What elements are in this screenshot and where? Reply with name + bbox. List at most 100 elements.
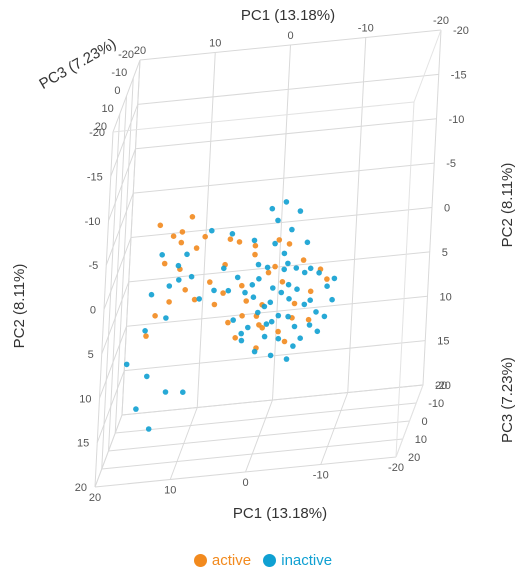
data-point-inactive [133, 406, 139, 412]
data-point-active [211, 301, 218, 308]
data-point-inactive [238, 330, 244, 337]
tick-label-pc3-top: -20 [118, 49, 134, 61]
data-point-inactive [270, 285, 276, 291]
data-point-active [324, 276, 330, 282]
data-point-inactive [175, 262, 182, 269]
axis-title-pc2-left: PC2 (8.11%) [11, 264, 28, 349]
data-point-inactive [159, 252, 165, 258]
data-point-inactive [267, 352, 274, 359]
grid-line [94, 456, 397, 488]
data-point-active [307, 288, 314, 295]
data-point-inactive [281, 250, 288, 257]
tick-label-pc1-bottom: 0 [242, 477, 248, 489]
data-point-inactive [316, 270, 322, 276]
data-point-inactive [275, 335, 282, 342]
data-point-inactive [297, 208, 304, 214]
data-point-inactive [264, 264, 271, 271]
data-point-inactive [306, 322, 313, 328]
tick-label-pc2-right: 10 [440, 291, 452, 303]
tick-label-pc1-bottom: -20 [388, 462, 404, 474]
data-point-inactive [294, 286, 300, 293]
data-point-inactive [278, 289, 285, 296]
grid-line [126, 295, 428, 327]
data-point-inactive [275, 312, 282, 319]
data-point-inactive [245, 324, 251, 331]
data-point-inactive [221, 265, 227, 272]
legend-marker-inactive [263, 554, 277, 567]
legend-item-active[interactable]: active [193, 552, 252, 569]
tick-label-pc2-right: 0 [444, 203, 450, 215]
data-point-active [193, 245, 200, 251]
tick-label-pc2-left: -20 [89, 127, 105, 139]
data-point-active [252, 251, 258, 258]
tick-label-pc3-top: 10 [102, 103, 114, 115]
data-point-active [286, 241, 293, 247]
data-point-inactive [286, 296, 292, 302]
data-point-inactive [123, 361, 130, 368]
tick-label-pc2-left: 20 [75, 482, 87, 494]
tick-label-pc2-right: -5 [446, 158, 456, 170]
data-point-active [276, 237, 283, 243]
tick-label-pc1-top: 0 [287, 30, 293, 42]
data-point-inactive [254, 309, 261, 316]
data-point-active [291, 300, 298, 307]
tick-label-pc1-top: 10 [209, 38, 221, 50]
data-point-active [275, 328, 281, 335]
data-point-active [225, 319, 231, 326]
data-point-inactive [180, 389, 186, 396]
data-point-inactive [301, 269, 308, 276]
grid-line [130, 207, 433, 238]
data-point-active [239, 282, 245, 289]
data-point-active [252, 242, 259, 249]
data-point-inactive [238, 337, 245, 344]
scatter-3d-plot: 2020101000-10-10-20-20-20-20-15-15-10-10… [11, 7, 516, 522]
data-point-active [152, 313, 158, 319]
data-point-inactive [145, 426, 152, 432]
grid-line [121, 384, 424, 416]
tick-label-pc2-right: -15 [451, 69, 467, 81]
data-point-inactive [162, 389, 169, 395]
data-point-inactive [184, 251, 190, 258]
tick-label-pc2-right: 5 [442, 247, 448, 259]
data-point-inactive [285, 313, 291, 320]
tick-label-pc3-right: 10 [415, 434, 427, 446]
data-point-inactive [261, 333, 268, 340]
data-point-inactive [321, 313, 328, 320]
data-point-active [161, 260, 168, 267]
grid-line [139, 29, 442, 61]
data-point-inactive [281, 266, 288, 273]
legend-label-inactive: inactive [281, 552, 333, 569]
tick-label-pc3-right: 0 [422, 416, 428, 428]
data-point-active [189, 214, 196, 220]
tick-label-pc2-right: -20 [453, 25, 469, 37]
grid-line [121, 59, 141, 416]
data-point-inactive [196, 296, 202, 302]
data-point-inactive [283, 356, 290, 362]
data-point-active [243, 298, 249, 304]
data-point-inactive [324, 283, 330, 290]
data-point-active [220, 290, 226, 296]
tick-label-pc3-right: 20 [408, 452, 420, 464]
data-point-active [202, 233, 208, 240]
data-point-inactive [297, 335, 304, 342]
data-point-active [265, 269, 272, 276]
legend-label-active: active [211, 552, 252, 569]
data-point-inactive [250, 294, 257, 301]
tick-label-pc3-top: 20 [95, 121, 107, 133]
grid-line [137, 73, 439, 105]
data-point-active [239, 313, 245, 319]
axis-title-pc1-bottom: PC1 (13.18%) [233, 505, 327, 522]
legend-item-inactive[interactable]: inactive [263, 552, 332, 569]
axis-title-pc3-top: PC3 (7.23%) [36, 35, 119, 93]
data-point-active [272, 263, 278, 270]
legend: active inactive [0, 552, 526, 571]
data-point-inactive [163, 315, 169, 321]
tick-label-pc1-top: -20 [433, 15, 449, 27]
grid-line [108, 420, 410, 452]
data-point-active [182, 287, 188, 293]
tick-label-pc2-left: -15 [87, 171, 103, 183]
data-point-inactive [176, 277, 182, 283]
data-point-inactive [329, 296, 335, 303]
data-point-active [256, 322, 262, 328]
data-point-inactive [230, 317, 236, 323]
